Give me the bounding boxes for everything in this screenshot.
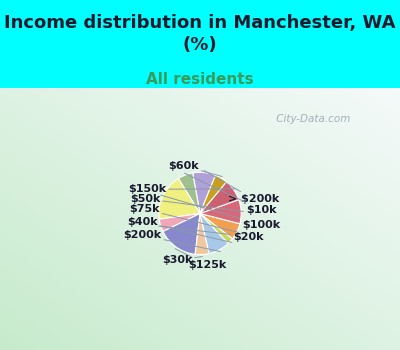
Text: $20k: $20k <box>159 226 264 241</box>
Wedge shape <box>163 214 200 254</box>
Text: $60k: $60k <box>168 161 222 176</box>
Text: $30k: $30k <box>162 255 202 265</box>
Text: $50k: $50k <box>130 194 243 211</box>
Text: $100k: $100k <box>161 195 280 230</box>
Wedge shape <box>200 214 240 239</box>
Wedge shape <box>200 214 232 243</box>
Text: $125k: $125k <box>175 248 226 270</box>
Wedge shape <box>200 182 239 214</box>
Text: $150k: $150k <box>128 184 235 194</box>
Text: $200k: $200k <box>123 230 220 252</box>
Text: Income distribution in Manchester, WA
(%): Income distribution in Manchester, WA (%… <box>4 14 396 54</box>
Wedge shape <box>200 199 241 224</box>
Text: $10k: $10k <box>184 173 277 215</box>
Text: All residents: All residents <box>146 72 254 87</box>
Text: $40k: $40k <box>127 217 232 243</box>
Wedge shape <box>195 214 209 255</box>
Text: > $200k: > $200k <box>204 170 280 204</box>
Wedge shape <box>200 214 228 254</box>
Wedge shape <box>159 178 200 219</box>
Wedge shape <box>159 214 200 231</box>
Text: $75k: $75k <box>129 204 239 232</box>
Wedge shape <box>193 172 216 214</box>
Wedge shape <box>178 173 200 214</box>
Wedge shape <box>200 175 226 214</box>
Text: City-Data.com: City-Data.com <box>273 114 351 124</box>
